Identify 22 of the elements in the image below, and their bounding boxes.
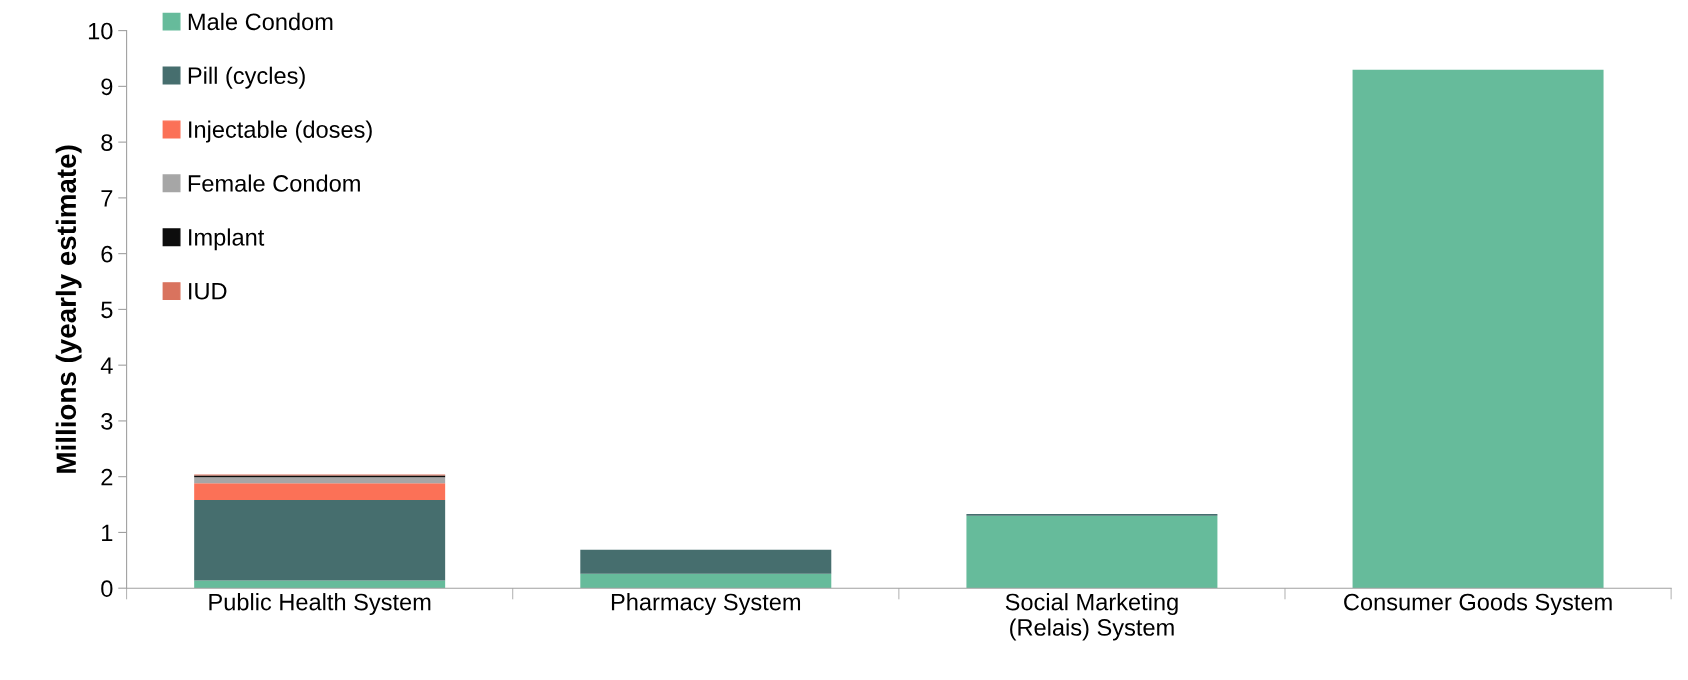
y-tick-label: 9 <box>101 78 113 96</box>
y-axis-title: Millions (yearly estimate) <box>55 145 82 473</box>
y-tick-label: 1 <box>102 524 113 541</box>
legend-label: Injectable (doses) <box>189 120 372 143</box>
y-tick-label: 4 <box>100 357 113 374</box>
y-tick-label: 7 <box>101 190 113 207</box>
y-tick-label: 2 <box>101 468 113 486</box>
y-tick-label: 6 <box>101 245 113 263</box>
x-tick-label: Public Health System <box>209 593 431 616</box>
legend-label: Pill (cycles) <box>188 66 305 89</box>
legend-label: Male Condom <box>188 12 333 31</box>
legend-label: Female Condom <box>188 174 360 192</box>
y-tick-label: 3 <box>101 412 113 430</box>
legend-label: Implant <box>189 228 265 251</box>
y-tick-label: 0 <box>101 580 113 597</box>
legend-label: IUD <box>189 283 227 300</box>
y-tick-label: 10 <box>88 22 113 40</box>
x-tick-label: Social Marketing (Relais) System <box>1005 593 1178 641</box>
x-tick-label: Consumer Goods System <box>1344 593 1612 616</box>
x-tick-label: Pharmacy System <box>611 593 801 616</box>
y-tick-label: 8 <box>101 134 113 151</box>
y-tick-label: 5 <box>101 301 113 319</box>
